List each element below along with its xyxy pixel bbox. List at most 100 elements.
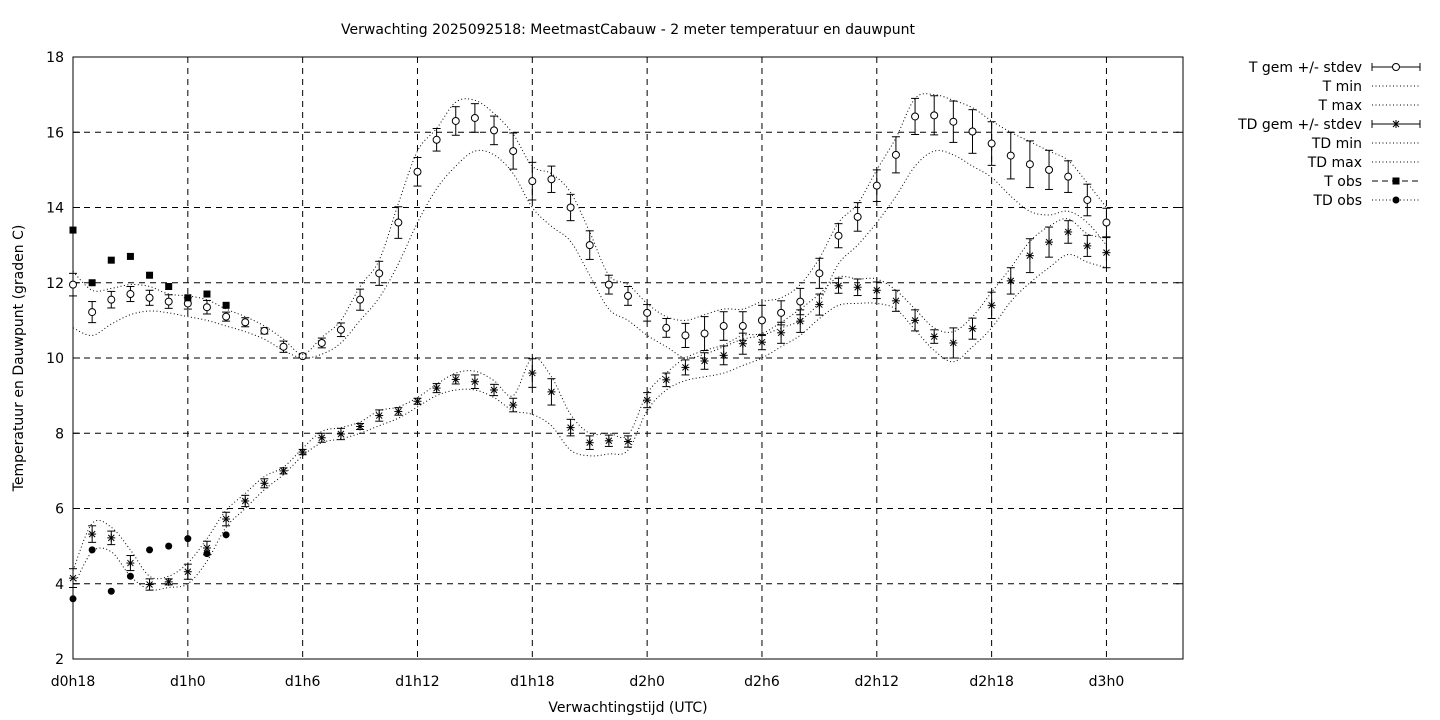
data-point bbox=[547, 387, 556, 396]
data-point bbox=[165, 283, 173, 291]
legend-marker bbox=[1392, 120, 1400, 128]
data-point bbox=[202, 303, 211, 312]
data-point bbox=[987, 139, 996, 148]
legend-label: TD gem +/- stdev bbox=[1237, 117, 1362, 133]
data-point bbox=[356, 422, 365, 431]
data-point bbox=[336, 430, 345, 439]
x-tick-label: d2h0 bbox=[629, 674, 665, 690]
marker-stroke bbox=[452, 376, 460, 383]
data-point bbox=[624, 437, 632, 446]
marker-stroke bbox=[662, 376, 670, 384]
data-point bbox=[394, 218, 403, 227]
x-tick-label: d1h0 bbox=[170, 674, 206, 690]
data-point bbox=[968, 127, 977, 136]
legend-item: T max bbox=[1317, 98, 1420, 114]
y-tick-label: 16 bbox=[46, 125, 64, 141]
legend-label: T obs bbox=[1323, 174, 1362, 190]
marker-stroke bbox=[548, 388, 555, 396]
data-point bbox=[796, 297, 805, 306]
marker-stroke bbox=[835, 282, 842, 290]
legend-marker bbox=[1392, 196, 1400, 204]
x-tick-labels: d0h18 d1h0 d1h6 d1h12 d1h18 d2h0 d2h6 d2h12 d2h1… bbox=[51, 674, 1124, 690]
data-point bbox=[88, 530, 97, 539]
y-axis-label: Temperatuur en Dauwpunt (graden C) bbox=[11, 225, 27, 493]
marker-stroke bbox=[854, 283, 862, 291]
legend-marker bbox=[1392, 63, 1400, 71]
data-point bbox=[604, 436, 613, 445]
data-point bbox=[1045, 238, 1054, 247]
data-point bbox=[719, 351, 728, 360]
marker-stroke bbox=[701, 357, 708, 365]
marker-stroke bbox=[969, 325, 976, 333]
data-point bbox=[375, 269, 384, 278]
data-point bbox=[69, 280, 77, 289]
data-point bbox=[432, 384, 441, 393]
data-point bbox=[700, 329, 709, 338]
data-point bbox=[317, 338, 326, 347]
y-tick-label: 8 bbox=[55, 426, 64, 442]
marker-stroke bbox=[758, 338, 766, 346]
data-point bbox=[1045, 165, 1054, 174]
data-point bbox=[241, 318, 250, 327]
marker-stroke bbox=[375, 412, 383, 419]
data-point bbox=[834, 281, 843, 290]
marker-stroke bbox=[720, 352, 728, 359]
marker-stroke bbox=[69, 574, 77, 582]
data-point bbox=[777, 328, 786, 337]
data-point bbox=[222, 301, 230, 309]
data-point bbox=[796, 317, 805, 326]
marker-stroke bbox=[471, 378, 479, 386]
data-point bbox=[203, 290, 211, 298]
data-point bbox=[1083, 241, 1092, 250]
data-point bbox=[451, 116, 460, 125]
data-point bbox=[987, 301, 996, 310]
data-point bbox=[298, 352, 307, 361]
data-point bbox=[164, 297, 173, 306]
data-point bbox=[145, 293, 154, 302]
data-point bbox=[145, 580, 154, 589]
marker-stroke bbox=[203, 544, 211, 552]
legend-item: T min bbox=[1322, 79, 1420, 95]
marker-stroke bbox=[146, 581, 153, 588]
marker-stroke bbox=[1026, 252, 1034, 260]
data-point bbox=[164, 577, 173, 586]
data-point bbox=[1006, 276, 1015, 285]
data-point bbox=[719, 322, 728, 331]
x-tick-label: d1h6 bbox=[285, 674, 321, 690]
data-point bbox=[604, 280, 613, 289]
data-point bbox=[509, 401, 518, 410]
marker-stroke bbox=[509, 401, 517, 409]
data-point bbox=[643, 308, 652, 317]
legend-item: T obs bbox=[1323, 174, 1420, 190]
marker-stroke bbox=[433, 384, 440, 392]
marker-stroke bbox=[911, 317, 919, 324]
y-tick-label: 2 bbox=[55, 652, 64, 668]
series-line bbox=[72, 149, 1107, 359]
marker-stroke bbox=[643, 396, 651, 404]
data-point bbox=[547, 175, 556, 184]
data-point bbox=[432, 135, 441, 144]
data-point bbox=[184, 535, 192, 543]
x-tick-label: d2h18 bbox=[969, 674, 1013, 690]
data-point bbox=[222, 531, 230, 539]
legend-item: TD obs bbox=[1312, 193, 1420, 209]
data-point bbox=[757, 316, 766, 325]
y-tick-labels: 2 4 6 8 10 12 14 16 18 bbox=[46, 50, 64, 668]
series-td-max bbox=[72, 218, 1107, 580]
marker-stroke bbox=[682, 364, 689, 371]
data-point bbox=[260, 479, 269, 488]
marker-stroke bbox=[892, 297, 900, 305]
series-td-gem-stdev bbox=[69, 220, 1111, 591]
marker-stroke bbox=[107, 534, 115, 542]
legend-label: TD obs bbox=[1312, 193, 1362, 209]
data-point bbox=[662, 375, 671, 384]
data-point bbox=[872, 181, 881, 190]
data-point bbox=[107, 256, 115, 264]
data-point bbox=[470, 377, 479, 386]
data-point bbox=[375, 411, 384, 420]
marker-stroke bbox=[1103, 249, 1110, 257]
data-point bbox=[891, 296, 900, 305]
legend-item: TD max bbox=[1307, 155, 1420, 171]
data-point bbox=[738, 339, 747, 348]
